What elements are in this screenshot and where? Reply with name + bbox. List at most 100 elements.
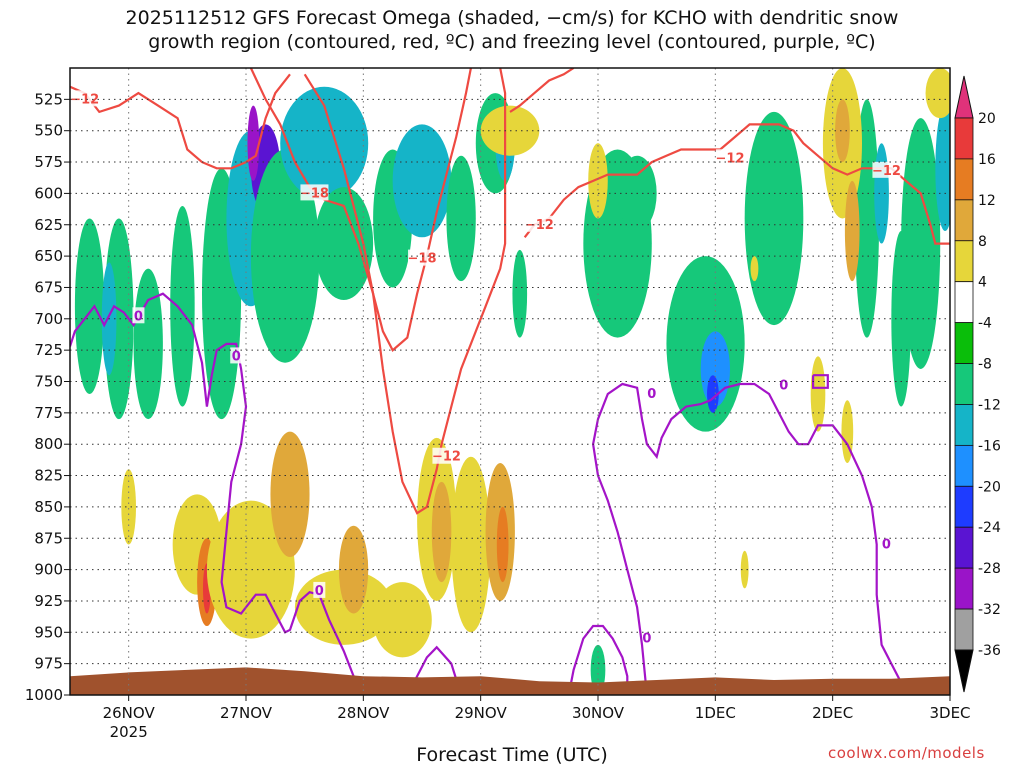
omega-blob [170,205,195,407]
colorbar-label: 20 [978,111,996,127]
contour-label: 0 [882,538,891,553]
omega-blob [707,375,719,413]
y-tick-label: 700 [34,310,63,328]
omega-blob [280,86,369,200]
contour-label: 0 [642,632,651,647]
contour-dgz_-18 [249,68,472,352]
y-tick-label: 525 [34,90,63,108]
omega-blob [373,582,432,658]
y-tick-label: 850 [34,498,63,516]
contour-label-bg [132,307,145,324]
omega-blob [925,68,950,119]
omega-blob [392,124,452,238]
contour-label: 0 [134,309,143,324]
colorbar-bottom-arrow [954,649,974,693]
x-tick-label: 26NOV [103,704,156,722]
omega-blob [446,155,476,282]
contour-label-bg [716,149,744,166]
colorbar-band [954,608,974,651]
contour-label-bg [525,215,554,232]
y-tick-label: 650 [34,247,63,265]
contour-fz_0c [567,624,629,695]
omega-blob [206,500,295,639]
y-tick-label: 800 [34,435,63,453]
omega-blob [901,118,941,369]
colorbar-band [954,158,974,201]
colorbar-label: -20 [978,479,1001,495]
colorbar-label: -24 [978,520,1001,536]
contour-label-bg [640,629,653,646]
colorbar-band [954,526,974,569]
colorbar-band [954,199,974,242]
y-tick-label: 775 [34,404,63,422]
y-tick-label: 975 [34,655,63,673]
terrain-surface [70,667,950,695]
colorbar-band [954,567,974,610]
y-tick-label: 725 [34,341,63,359]
contour-fz_0a [70,292,360,695]
x-tick-label: 3DEC [929,704,970,722]
y-tick-label: 600 [34,184,63,202]
x-tick-label: 1DEC [695,704,736,722]
y-tick-label: 750 [34,373,63,391]
credit-link[interactable]: coolwx.com/models [828,744,985,762]
contour-dgz_-12 [70,73,291,170]
contour-label-bg [300,184,329,201]
omega-blob [133,268,163,420]
y-tick-label: 950 [34,623,63,641]
y-tick-label: 675 [34,278,63,296]
omega-blob [496,506,509,583]
colorbar-label: 8 [978,234,987,250]
colorbar-band [954,444,974,487]
y-tick-label: 925 [34,592,63,610]
omega-blob [844,180,860,282]
contour-label: −12 [872,164,901,179]
contour-fz_0d [591,382,912,695]
colorbar-label: -32 [978,602,1001,618]
colorbar: 20 16 12 8 4 -4 -8 -12 -16 -20 -24 -28 -32 -36 [954,75,1001,693]
y-tick-label: 875 [34,529,63,547]
y-tick-label: 825 [34,467,63,485]
y-tick-label: 575 [34,153,63,171]
pressure-axis: 525 550 575 600 625 650 675 700 725 750 775 800 825 8… [25,90,70,704]
colorbar-label: -28 [978,561,1001,577]
title-line-1: 2025112512 GFS Forecast Omega (shaded, −… [125,7,899,29]
colorbar-label: -12 [978,397,1001,413]
x-tick-label: 29NOV [455,704,508,722]
colorbar-label: -4 [978,316,992,332]
omega-blob [431,481,452,583]
omega-blob [247,105,260,181]
contour-lines: −12 −12 −12 −12 −18 −18 −12 0 0 0 0 0 0 0 [70,68,950,695]
colorbar-band [954,117,974,160]
x-tick-label: 27NOV [220,704,273,722]
contour-label-bg [313,581,326,598]
contour-label: 0 [647,387,656,402]
contour-label-bg [70,90,99,107]
omega-blob [270,431,310,558]
contour-label: 0 [779,378,788,393]
x-tick-label: 30NOV [572,704,625,722]
omega-blob [841,400,854,464]
contour-label-bg [645,385,658,402]
colorbar-label: -36 [978,643,1001,659]
colorbar-band [954,404,974,446]
omega-blob [314,187,374,300]
contour-label: 0 [232,349,241,364]
colorbar-band [954,281,974,324]
contour-label-bg [432,447,461,464]
terrain-fill [70,667,950,695]
contour-dgz_-12c [509,68,575,113]
contour-label: −12 [716,151,745,166]
omega-blob [451,456,491,633]
omega-blob [744,111,804,326]
omega-blob [740,550,749,589]
colorbar-band [954,485,974,528]
omega-blob [512,249,528,338]
title-line-2: growth region (contoured, red, ºC) and f… [148,31,876,53]
omega-blob [74,218,105,395]
colorbar-label: 4 [978,275,987,291]
omega-blob [121,469,136,545]
contour-label: −12 [432,450,461,465]
